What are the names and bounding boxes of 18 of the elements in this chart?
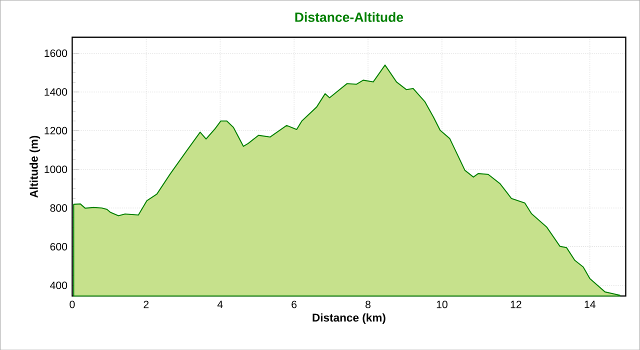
y-tick-label: 600 <box>50 242 68 250</box>
y-tick-label: 1000 <box>44 165 68 173</box>
y-axis-title: Altitude (m) <box>30 136 40 198</box>
x-tick-label: 12 <box>510 300 522 308</box>
chart-title: Distance-Altitude <box>295 12 404 22</box>
y-tick-label: 400 <box>50 282 68 290</box>
x-tick-label: 8 <box>366 300 370 308</box>
x-axis-title: Distance (km) <box>312 313 386 324</box>
x-tick-label: 14 <box>584 300 596 308</box>
y-tick-label: 1400 <box>44 88 68 96</box>
x-tick-label: 6 <box>292 300 297 308</box>
y-tick-label: 1600 <box>44 49 68 57</box>
y-tick-label: 800 <box>50 204 68 212</box>
x-tick-label: 10 <box>436 300 448 308</box>
x-tick-label: 2 <box>144 300 149 308</box>
x-tick-label: 0 <box>70 300 75 308</box>
x-tick-label: 4 <box>217 300 223 308</box>
y-tick-label: 1200 <box>44 126 68 134</box>
